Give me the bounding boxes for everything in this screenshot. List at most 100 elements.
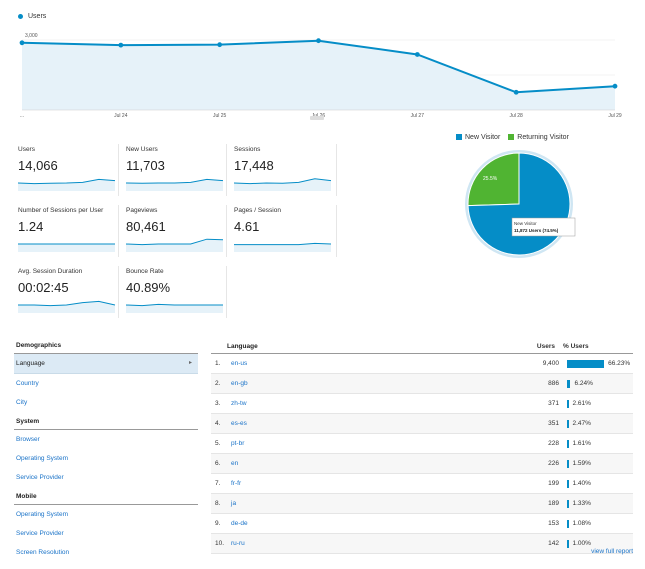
pct-bar	[567, 519, 569, 528]
demo-item-language-label: Language	[16, 360, 45, 367]
data-point[interactable]	[118, 42, 124, 48]
metric-sparkline	[234, 178, 332, 191]
data-point[interactable]	[612, 83, 618, 89]
pct-bar	[567, 439, 569, 448]
data-point[interactable]	[513, 89, 519, 95]
users-cell: 886	[548, 380, 559, 387]
row-number: 6.	[215, 460, 221, 467]
mobile-heading: Mobile	[14, 487, 198, 505]
demo-item-country[interactable]: Country	[16, 380, 39, 387]
metric-sparkline	[126, 178, 224, 191]
system-item-operating-system[interactable]: Operating System	[16, 455, 69, 462]
card-divider	[226, 144, 227, 196]
pct-value: 1.08%	[572, 520, 591, 527]
users-cell: 199	[548, 480, 559, 487]
pct-value: 1.00%	[572, 540, 591, 547]
demo-item-language[interactable]: Language ▸	[14, 354, 198, 374]
metric-card[interactable]: Sessions 17,448	[234, 144, 332, 196]
pct-bar	[567, 479, 569, 488]
pct-bar	[567, 499, 569, 508]
users-area-fill	[22, 40, 615, 111]
language-table: Language Users % Users 1. en-us 9,400 66.23…	[211, 340, 633, 554]
users-cell: 189	[548, 500, 559, 507]
mobile-item-service-provider[interactable]: Service Provider	[16, 530, 64, 537]
card-divider	[226, 205, 227, 257]
pct-bar	[567, 419, 569, 428]
row-number: 8.	[215, 500, 221, 507]
card-divider	[118, 266, 119, 318]
row-number: 10.	[215, 540, 225, 547]
language-link[interactable]: pt-br	[231, 440, 245, 447]
pct-users-cell: 1.00%	[567, 539, 633, 548]
language-link[interactable]: en-us	[231, 360, 248, 367]
mobile-item-operating-system[interactable]: Operating System	[16, 511, 69, 518]
pct-value: 66.23%	[608, 360, 631, 367]
pie-tooltip-value: 11,872 Users (74.5%)	[514, 228, 559, 233]
language-link[interactable]: fr-fr	[231, 480, 242, 487]
data-point[interactable]	[19, 40, 25, 46]
metric-card[interactable]: Pages / Session 4.61	[234, 205, 332, 257]
language-link[interactable]: ru-ru	[231, 540, 245, 547]
pie-legend-new[interactable]: New Visitor	[456, 134, 500, 141]
table-row: 7. fr-fr 199 1.40%	[211, 474, 633, 494]
row-number: 4.	[215, 420, 221, 427]
metric-label: Users	[18, 146, 35, 153]
language-link[interactable]: zh-tw	[231, 400, 247, 407]
metric-card[interactable]: New Users 11,703	[126, 144, 224, 196]
chart-legend[interactable]: Users	[18, 13, 46, 20]
system-item-browser[interactable]: Browser	[16, 436, 40, 443]
language-link[interactable]: es-es	[231, 420, 247, 427]
pie-slice-returning-visitor[interactable]	[467, 152, 520, 207]
x-tick-label: Jul 29	[608, 113, 622, 119]
view-full-report-link[interactable]: view full report	[591, 548, 633, 555]
pct-bar	[567, 459, 569, 468]
metric-label: Number of Sessions per User	[18, 207, 104, 214]
mobile-item-screen-resolution[interactable]: Screen Resolution	[16, 549, 70, 556]
table-row: 8. ja 189 1.33%	[211, 494, 633, 514]
pct-users-cell: 1.61%	[567, 439, 633, 448]
metric-card[interactable]: Number of Sessions per User 1.24	[18, 205, 116, 257]
row-number: 7.	[215, 480, 221, 487]
pct-value: 2.61%	[572, 400, 591, 407]
table-row: 6. en 226 1.59%	[211, 454, 633, 474]
pie-legend-returning[interactable]: Returning Visitor	[508, 134, 569, 141]
metric-card[interactable]: Users 14,066	[18, 144, 116, 196]
language-link[interactable]: de-de	[231, 520, 248, 527]
metric-card[interactable]: Pageviews 80,461	[126, 205, 224, 257]
data-point[interactable]	[414, 52, 420, 57]
metric-label: Pages / Session	[234, 207, 281, 214]
pct-value: 2.47%	[572, 420, 591, 427]
data-point[interactable]	[316, 38, 321, 44]
pct-bar	[567, 399, 569, 408]
pct-value: 1.33%	[572, 500, 591, 507]
metric-card[interactable]: Bounce Rate 40.89%	[126, 266, 224, 318]
language-link[interactable]: ja	[231, 500, 237, 507]
visitor-pie-chart[interactable]: 25.5% New Visitor 11,872 Users (74.5%)	[455, 148, 585, 264]
table-row: 1. en-us 9,400 66.23%	[211, 354, 633, 374]
metric-label: Pageviews	[126, 207, 158, 214]
row-number: 9.	[215, 520, 221, 527]
col-language: Language	[227, 343, 258, 350]
col-users: Users	[536, 343, 555, 350]
data-point[interactable]	[217, 42, 223, 48]
metric-sparkline	[126, 303, 223, 313]
metric-value: 40.89%	[126, 280, 171, 295]
system-item-service-provider[interactable]: Service Provider	[16, 474, 64, 481]
card-divider	[118, 205, 119, 257]
language-link[interactable]: en-gb	[231, 380, 248, 387]
metric-label: Bounce Rate	[126, 268, 164, 275]
legend-users-label: Users	[28, 13, 47, 20]
pct-users-cell: 1.08%	[567, 519, 633, 528]
users-cell: 226	[548, 460, 559, 467]
demo-item-city[interactable]: City	[16, 399, 28, 406]
pct-users-cell: 66.23%	[567, 359, 633, 368]
pct-bar	[567, 379, 571, 388]
card-divider	[226, 266, 227, 318]
pct-bar	[567, 359, 605, 368]
metric-card[interactable]: Avg. Session Duration 00:02:45	[18, 266, 116, 318]
metric-value: 14,066	[18, 158, 58, 173]
language-link[interactable]: en	[231, 460, 239, 467]
resize-handle[interactable]	[310, 116, 324, 120]
table-row: 4. es-es 351 2.47%	[211, 414, 633, 434]
